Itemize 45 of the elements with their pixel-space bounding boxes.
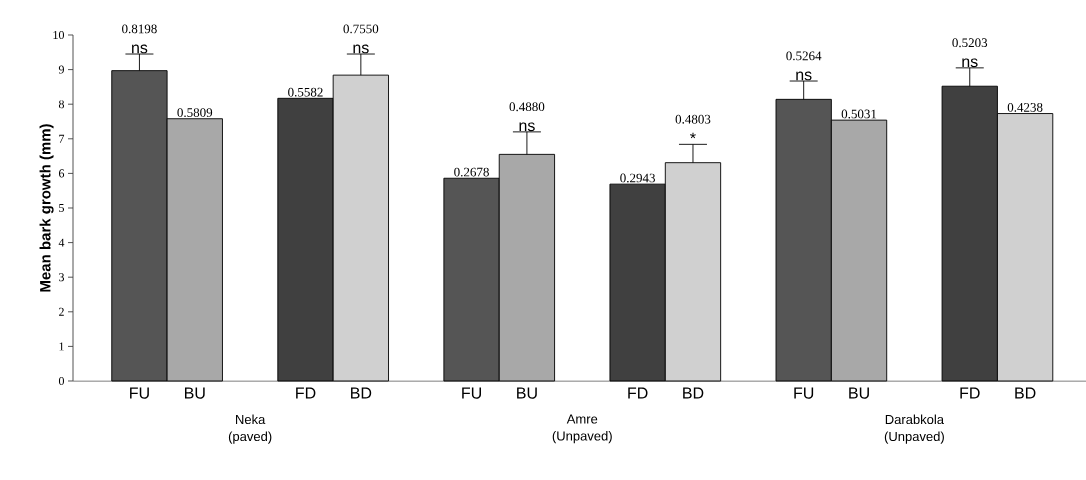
x-tick-label: BD	[351, 387, 372, 399]
y-tick-label: 6	[58, 169, 65, 178]
text: Amre (Unpaved)	[552, 414, 612, 444]
y-tick-label: 5	[59, 204, 65, 212]
annotation: 0.4238	[1007, 103, 1043, 112]
annotation: 0.5809	[177, 108, 213, 118]
text: Darabkola (Unpaved)	[884, 414, 945, 444]
y-axis-title: Mean bark growth (mm)	[39, 124, 54, 292]
y-tick-label: 7	[59, 134, 65, 143]
x-tick-label: BU	[517, 387, 537, 399]
y-tick-label: 4	[58, 238, 65, 247]
annotation: 0.2943	[620, 173, 655, 183]
y-tick-label: 1	[59, 342, 64, 351]
x-tick-label: FD	[960, 387, 980, 399]
x-tick-label: FD	[628, 387, 648, 399]
x-tick-label: FD	[296, 387, 316, 399]
y-tick-label: 0	[58, 376, 65, 386]
annotation: 0.2678	[454, 167, 489, 177]
x-tick-label: BU	[849, 387, 869, 399]
annotation: ns	[796, 71, 812, 81]
text: Neka (paved)	[228, 414, 272, 444]
annotation: ns	[132, 44, 148, 54]
x-tick-label: FU	[130, 387, 149, 399]
y-tick-label: 8	[58, 100, 65, 109]
x-tick-label: BD	[1015, 387, 1036, 399]
text: 0.7550	[343, 24, 379, 34]
x-tick-label: BU	[184, 387, 205, 399]
annotation: 0.5264	[786, 51, 822, 61]
text: 0.8198	[122, 24, 157, 34]
annotation: 0.4803	[675, 114, 711, 124]
y-tick-label: 9	[58, 65, 64, 74]
annotation: *	[690, 132, 696, 139]
y-tick-label: 3	[59, 273, 65, 282]
annotation: 0.5031	[841, 109, 877, 119]
y-tick-label: 2	[59, 307, 64, 316]
annotation: ns	[353, 44, 369, 54]
annotation: ns	[519, 122, 535, 132]
annotation: 0.5203	[952, 38, 988, 48]
x-tick-label: FU	[794, 387, 814, 399]
y-tick-label: 10	[53, 30, 65, 40]
annotation: ns	[962, 58, 978, 68]
x-tick-label: FU	[462, 387, 481, 399]
annotation: 0.4880	[509, 102, 545, 112]
x-tick-label: BD	[683, 387, 704, 399]
annotation: 0.5582	[288, 87, 323, 97]
